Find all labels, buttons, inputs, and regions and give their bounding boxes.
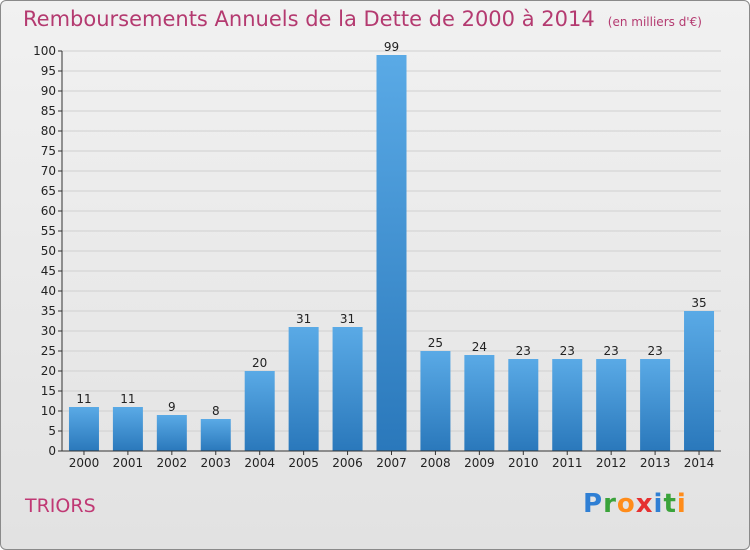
bar-2004 bbox=[244, 371, 275, 451]
y-tick-label: 100 bbox=[33, 44, 56, 58]
bar-2008 bbox=[420, 351, 451, 451]
bar-2011 bbox=[552, 359, 583, 451]
bar-2012 bbox=[596, 359, 627, 451]
logo-letter: i bbox=[676, 489, 687, 519]
value-label-2007: 99 bbox=[384, 40, 399, 54]
y-tick-label: 25 bbox=[41, 344, 56, 358]
title-row: Remboursements Annuels de la Dette de 20… bbox=[23, 7, 702, 31]
x-tick-label-2004: 2004 bbox=[244, 456, 275, 470]
y-tick-label: 95 bbox=[41, 64, 56, 78]
y-tick-label: 70 bbox=[41, 164, 56, 178]
x-tick-label-2011: 2011 bbox=[552, 456, 583, 470]
logo-letter: r bbox=[603, 489, 617, 519]
x-tick-label-2012: 2012 bbox=[596, 456, 627, 470]
y-tick-label: 80 bbox=[41, 124, 56, 138]
bar-2010 bbox=[508, 359, 539, 451]
y-tick-label: 75 bbox=[41, 144, 56, 158]
bar-2006 bbox=[332, 327, 363, 451]
x-tick-label-2014: 2014 bbox=[684, 456, 715, 470]
y-tick-label: 85 bbox=[41, 104, 56, 118]
chart-unit-subtitle: (en milliers d'€) bbox=[607, 15, 702, 29]
bar-2013 bbox=[640, 359, 671, 451]
y-tick-label: 5 bbox=[48, 424, 56, 438]
bars bbox=[68, 55, 715, 451]
y-tick-label: 50 bbox=[41, 244, 56, 258]
bar-2003 bbox=[200, 419, 231, 451]
value-label-2010: 23 bbox=[516, 344, 531, 358]
value-label-2002: 9 bbox=[168, 400, 176, 414]
y-tick-label: 45 bbox=[41, 264, 56, 278]
y-tick-label: 15 bbox=[41, 384, 56, 398]
logo-letter: o bbox=[616, 489, 636, 519]
x-tick-label-2009: 2009 bbox=[464, 456, 495, 470]
y-tick-label: 40 bbox=[41, 284, 56, 298]
y-tick-label: 60 bbox=[41, 204, 56, 218]
value-label-2012: 23 bbox=[604, 344, 619, 358]
x-tick-label-2002: 2002 bbox=[157, 456, 188, 470]
x-tick-label-2013: 2013 bbox=[640, 456, 671, 470]
value-label-2003: 8 bbox=[212, 404, 220, 418]
chart-title: Remboursements Annuels de la Dette de 20… bbox=[23, 7, 595, 31]
value-label-2004: 20 bbox=[252, 356, 267, 370]
logo-letter: P bbox=[583, 489, 604, 519]
value-label-2008: 25 bbox=[428, 336, 443, 350]
bar-2000 bbox=[68, 407, 99, 451]
proxiti-logo: Proxiti bbox=[583, 489, 687, 519]
y-tick-label: 30 bbox=[41, 324, 56, 338]
logo-letter: t bbox=[663, 489, 677, 519]
bar-2005 bbox=[288, 327, 319, 451]
value-label-2006: 31 bbox=[340, 312, 355, 326]
value-label-2005: 31 bbox=[296, 312, 311, 326]
value-label-2013: 23 bbox=[647, 344, 662, 358]
value-label-2009: 24 bbox=[472, 340, 487, 354]
value-label-2014: 35 bbox=[691, 296, 706, 310]
bar-2002 bbox=[156, 415, 187, 451]
bar-2009 bbox=[464, 355, 495, 451]
value-labels: 11 11 9 8 20 31 31 99 25 24 23 23 23 23 35 bbox=[76, 40, 706, 418]
value-label-2001: 11 bbox=[120, 392, 135, 406]
value-label-2000: 11 bbox=[76, 392, 91, 406]
y-tick-label: 20 bbox=[41, 364, 56, 378]
axes: 0 5 10 15 20 25 30 35 40 45 50 55 60 65 70 75 80 85 90 95 10… bbox=[33, 44, 721, 470]
y-tick-label: 35 bbox=[41, 304, 56, 318]
y-tick-label: 90 bbox=[41, 84, 56, 98]
y-tick-label: 0 bbox=[48, 444, 56, 458]
bar-2001 bbox=[112, 407, 143, 451]
x-tick-label-2007: 2007 bbox=[376, 456, 407, 470]
x-tick-label-2003: 2003 bbox=[200, 456, 231, 470]
x-tick-label-2010: 2010 bbox=[508, 456, 539, 470]
x-tick-label-2000: 2000 bbox=[69, 456, 100, 470]
bar-2014 bbox=[684, 311, 715, 451]
x-tick-label-2001: 2001 bbox=[113, 456, 144, 470]
logo-letter: i bbox=[653, 489, 664, 519]
commune-name: TRIORS bbox=[25, 495, 96, 517]
value-label-2011: 23 bbox=[560, 344, 575, 358]
logo-letter: x bbox=[635, 489, 654, 519]
y-tick-label: 65 bbox=[41, 184, 56, 198]
x-tick-label-2006: 2006 bbox=[332, 456, 363, 470]
x-tick-label-2005: 2005 bbox=[288, 456, 319, 470]
bar-2007 bbox=[376, 55, 407, 451]
y-tick-label: 10 bbox=[41, 404, 56, 418]
x-tick-label-2008: 2008 bbox=[420, 456, 451, 470]
y-tick-label: 55 bbox=[41, 224, 56, 238]
